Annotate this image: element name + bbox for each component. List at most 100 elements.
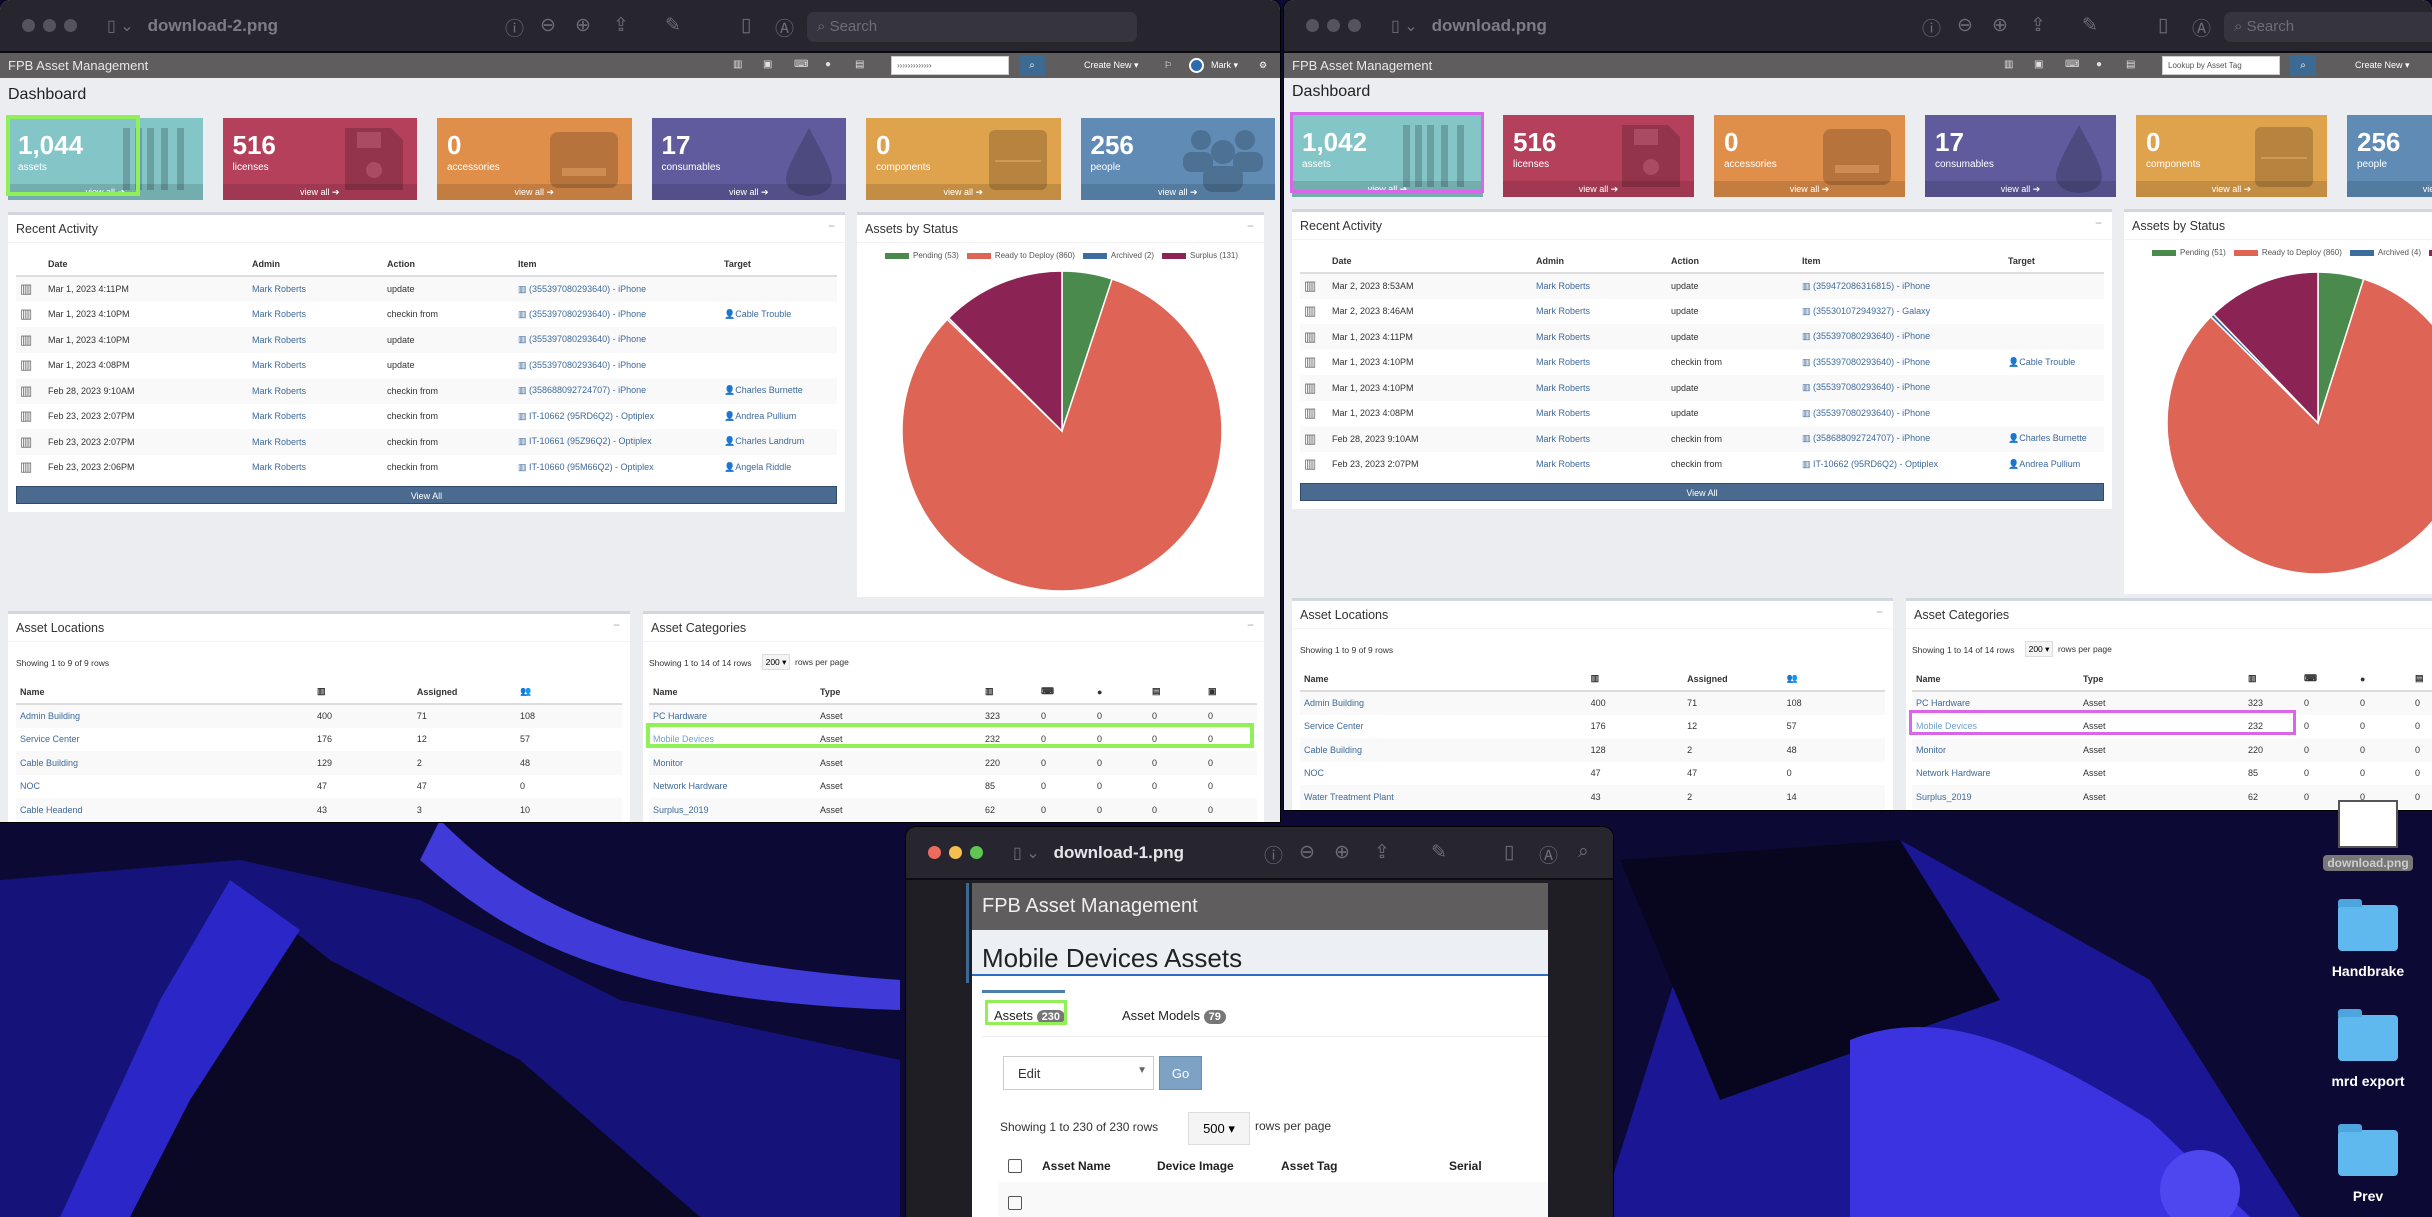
markup-icon[interactable]: ✎ (665, 15, 681, 36)
zoom-in-icon[interactable]: ⊕ (575, 15, 591, 36)
admin-link[interactable]: Mark Roberts (252, 284, 307, 295)
target-link[interactable]: Cable Trouble (2019, 356, 2076, 367)
view-all-button[interactable]: View All (16, 486, 837, 504)
collapse-icon[interactable]: − (612, 618, 620, 632)
tile-assets[interactable]: 1,042 assets view all ➔ (1292, 115, 1483, 197)
view-all-link[interactable]: view all ➔ (222, 184, 417, 200)
column-header[interactable]: ▤ (2411, 667, 2432, 692)
tab-asset-models[interactable]: Asset Models 79 (1122, 1008, 1226, 1024)
column-header[interactable]: Admin (1532, 249, 1667, 274)
item-link[interactable]: IT-10661 (95Z96Q2) - Optiplex (529, 436, 652, 447)
tile-accessories[interactable]: 0 accessories view all ➔ (1714, 115, 1905, 197)
column-header[interactable]: Admin (248, 252, 383, 277)
collapse-icon[interactable]: − (1875, 605, 1883, 619)
item-link[interactable]: (358688092724707) - iPhone (1813, 433, 1931, 444)
admin-link[interactable]: Mark Roberts (1536, 281, 1591, 292)
gear-icon[interactable]: ⚙ (1259, 60, 1268, 70)
admin-link[interactable]: Mark Roberts (1536, 306, 1591, 317)
minimize-button[interactable] (949, 846, 962, 859)
view-all-link[interactable]: view all ➔ (1503, 181, 1694, 197)
column-header[interactable]: Assigned (412, 680, 516, 705)
column-header[interactable]: ● (2356, 667, 2411, 692)
sidebar-toggle-icon[interactable]: ▯ ⌄ (1391, 17, 1418, 35)
admin-link[interactable]: Mark Roberts (1536, 357, 1591, 368)
zoom-out-icon[interactable]: ⊖ (1957, 15, 1973, 36)
item-link[interactable]: (358688092724707) - iPhone (529, 385, 647, 396)
column-header[interactable]: Item (514, 252, 720, 277)
column-header[interactable]: Name (649, 680, 816, 705)
view-all-link[interactable]: view all ➔ (651, 184, 846, 200)
legend-item[interactable]: Ready to Deploy (860) (966, 251, 1075, 260)
window-controls[interactable] (928, 846, 983, 859)
tile-licenses[interactable]: 516 licenses view all ➔ (222, 118, 417, 200)
zoom-out-icon[interactable]: ⊖ (1299, 842, 1315, 863)
column-header[interactable]: ⌨ (1037, 680, 1093, 705)
location-link[interactable]: Cable Building (20, 757, 79, 768)
admin-link[interactable]: Mark Roberts (252, 385, 307, 396)
item-link[interactable]: (355397080293640) - iPhone (1813, 331, 1931, 342)
tile-consumables[interactable]: 17 consumables view all ➔ (1925, 115, 2116, 197)
tab-assets[interactable]: Assets 230 (994, 1008, 1065, 1024)
desktop-icon-mrd-export[interactable]: mrd export (2320, 1009, 2416, 1089)
category-link[interactable]: Surplus_2019 (653, 804, 709, 815)
bulk-action-select[interactable]: Edit ▼ (1003, 1056, 1154, 1090)
column-header[interactable]: Target (720, 252, 837, 277)
item-link[interactable]: (355397080293640) - iPhone (529, 334, 647, 345)
legend-item[interactable]: Archived (2) (1082, 251, 1154, 260)
create-new-menu[interactable]: Create New ▾ (2355, 60, 2410, 70)
tile-people[interactable]: 256 people view all ➔ (1080, 118, 1275, 200)
category-link[interactable]: Network Hardware (1916, 768, 1991, 779)
category-link[interactable]: PC Hardware (1916, 698, 1971, 709)
column-header[interactable]: Action (1667, 249, 1798, 274)
tile-accessories[interactable]: 0 accessories view all ➔ (437, 118, 632, 200)
location-link[interactable]: NOC (1304, 768, 1324, 779)
target-link[interactable]: Andrea Pullium (735, 410, 797, 421)
accessories-nav-icon[interactable]: ⌨ (794, 59, 809, 70)
select-all-checkbox[interactable] (1008, 1159, 1022, 1173)
location-link[interactable]: NOC (20, 781, 40, 792)
category-link[interactable]: Monitor (1916, 744, 1947, 755)
desktop-icon-prev[interactable]: Prev (2320, 1124, 2416, 1204)
admin-link[interactable]: Mark Roberts (1536, 433, 1591, 444)
rows-per-page-select[interactable]: 200 ▾ (2025, 641, 2053, 657)
column-header[interactable]: ▤ (1148, 680, 1204, 705)
view-all-link[interactable]: view all ➔ (1080, 184, 1275, 200)
column-header[interactable]: 👥 (515, 680, 622, 705)
zoom-out-icon[interactable]: ⊖ (540, 15, 556, 36)
pie-slice-ready-to-deploy[interactable] (2166, 278, 2432, 575)
column-header[interactable]: ▥ (981, 680, 1037, 705)
tile-components[interactable]: 0 components view all ➔ (2136, 115, 2327, 197)
legend-item[interactable]: Ready to Deploy (860) (2233, 248, 2342, 257)
legend-item[interactable]: Surplus (127) (2428, 248, 2432, 257)
flag-icon[interactable]: ⚐ (1164, 60, 1173, 70)
column-header[interactable]: Target (2004, 249, 2104, 274)
view-all-link[interactable]: view all ➔ (437, 184, 632, 200)
legend-item[interactable]: Pending (53) (885, 251, 959, 260)
admin-link[interactable]: Mark Roberts (1536, 408, 1591, 419)
share-icon[interactable]: ⇪ (1374, 842, 1390, 863)
admin-link[interactable]: Mark Roberts (252, 334, 307, 345)
share-icon[interactable]: ⇪ (613, 15, 629, 36)
tile-people[interactable]: 256 people view all ➔ (2347, 115, 2432, 197)
search-icon[interactable]: ⌕ (1578, 841, 1589, 862)
admin-link[interactable]: Mark Roberts (1536, 331, 1591, 342)
admin-link[interactable]: Mark Roberts (252, 462, 307, 473)
view-all-button[interactable]: View All (1300, 483, 2104, 501)
target-link[interactable]: Cable Trouble (735, 308, 792, 319)
column-header[interactable]: Type (816, 680, 981, 705)
components-nav-icon[interactable]: ▤ (855, 59, 865, 70)
desktop-icon-handbrake[interactable]: Handbrake (2320, 899, 2416, 979)
collapse-icon[interactable]: − (1246, 618, 1254, 632)
zoom-in-icon[interactable]: ⊕ (1334, 842, 1350, 863)
column-header-asset-tag[interactable]: Asset Tag (1281, 1159, 1338, 1173)
rows-per-page-select[interactable]: 200 ▾ (762, 654, 790, 670)
location-link[interactable]: Admin Building (20, 711, 81, 722)
user-menu[interactable]: Mark ▾ (1211, 60, 1239, 70)
annotate-icon[interactable]: Ⓐ (2192, 19, 2212, 40)
accessories-nav-icon[interactable]: ⌨ (2065, 59, 2080, 70)
collapse-icon[interactable]: − (2094, 216, 2102, 230)
collapse-icon[interactable]: − (1246, 219, 1254, 233)
tile-components[interactable]: 0 components view all ➔ (866, 118, 1061, 200)
legend-item[interactable]: Archived (4) (2349, 248, 2421, 257)
category-link[interactable]: Network Hardware (653, 781, 728, 792)
